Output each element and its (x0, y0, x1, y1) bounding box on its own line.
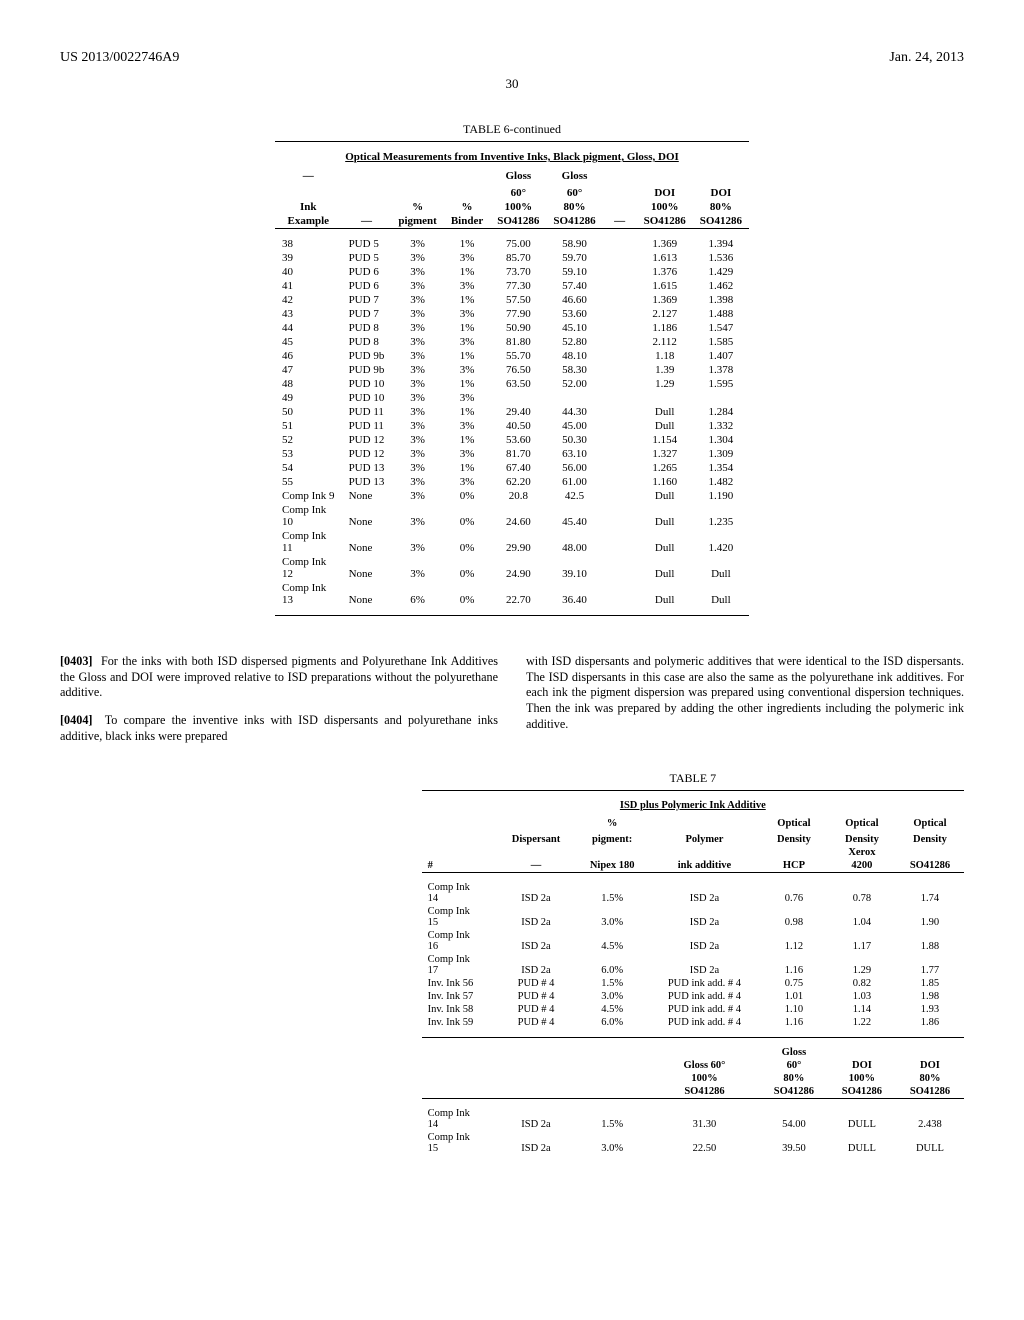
table-row: Comp Ink11None3%0%29.9048.00Dull1.420 (275, 529, 749, 555)
table6-container: TABLE 6-continued Optical Measurements f… (196, 122, 829, 616)
table-row: Comp Ink15ISD 2a3.0%22.5039.50DULLDULL (422, 1131, 964, 1155)
table-row: Comp Ink13None6%0%22.7036.40DullDull (275, 581, 749, 607)
doc-date: Jan. 24, 2013 (889, 50, 964, 66)
body-text: [0403] For the inks with both ISD disper… (60, 642, 964, 757)
para-0404-left: [0404] To compare the inventive inks wit… (60, 713, 498, 744)
table-row: 44PUD 83%1%50.9045.101.1861.547 (275, 321, 749, 335)
table-row: Comp Ink16ISD 2a4.5%ISD 2a1.121.171.88 (422, 929, 964, 953)
doc-number: US 2013/0022746A9 (60, 50, 179, 66)
table-row: 38PUD 53%1%75.0058.901.3691.394 (275, 237, 749, 251)
table-row: 54PUD 133%1%67.4056.001.2651.354 (275, 461, 749, 475)
table-row: 49PUD 103%3% (275, 391, 749, 405)
page-header: US 2013/0022746A9 Jan. 24, 2013 (60, 50, 964, 66)
table-row: 51PUD 113%3%40.5045.00Dull1.332 (275, 419, 749, 433)
table-row: Comp Ink15ISD 2a3.0%ISD 2a0.981.041.90 (422, 905, 964, 929)
table-row: 52PUD 123%1%53.6050.301.1541.304 (275, 433, 749, 447)
table-row: Comp Ink14ISD 2a1.5%ISD 2a0.760.781.74 (422, 881, 964, 905)
table-row: 43PUD 73%3%77.9053.602.1271.488 (275, 307, 749, 321)
table-row: Comp Ink14ISD 2a1.5%31.3054.00DULL2.438 (422, 1107, 964, 1131)
table7-subtitle: ISD plus Polymeric Ink Additive (422, 799, 964, 812)
table-row: 48PUD 103%1%63.5052.001.291.595 (275, 377, 749, 391)
table6-title: TABLE 6-continued (196, 122, 829, 137)
table-row: Comp Ink 9None3%0%20.842.5Dull1.190 (275, 489, 749, 503)
table-row: 40PUD 63%1%73.7059.101.3761.429 (275, 265, 749, 279)
table6: Optical Measurements from Inventive Inks… (275, 141, 749, 616)
table-row: 39PUD 53%3%85.7059.701.6131.536 (275, 251, 749, 265)
para-0404-right: with ISD dispersants and polymeric addit… (526, 654, 964, 732)
table7-title: TABLE 7 (422, 771, 964, 786)
page-number: 30 (60, 76, 964, 92)
table-row: 53PUD 123%3%81.7063.101.3271.309 (275, 447, 749, 461)
para-0403: [0403] For the inks with both ISD disper… (60, 654, 498, 701)
table7: ISD plus Polymeric Ink Additive % Optica… (422, 790, 964, 1155)
table-row: Comp Ink17ISD 2a6.0%ISD 2a1.161.291.77 (422, 953, 964, 977)
table-row: Inv. Ink 59PUD # 46.0%PUD ink add. # 41.… (422, 1016, 964, 1029)
table-row: 47PUD 9b3%3%76.5058.301.391.378 (275, 363, 749, 377)
table-row: Inv. Ink 57PUD # 43.0%PUD ink add. # 41.… (422, 990, 964, 1003)
table-row: 45PUD 83%3%81.8052.802.1121.585 (275, 335, 749, 349)
table-row: 41PUD 63%3%77.3057.401.6151.462 (275, 279, 749, 293)
table6-subtitle: Optical Measurements from Inventive Inks… (275, 150, 749, 164)
table-row: 55PUD 133%3%62.2061.001.1601.482 (275, 475, 749, 489)
table7-container: TABLE 7 ISD plus Polymeric Ink Additive … (422, 771, 964, 1155)
table-row: 50PUD 113%1%29.4044.30Dull1.284 (275, 405, 749, 419)
table-row: Inv. Ink 58PUD # 44.5%PUD ink add. # 41.… (422, 1003, 964, 1016)
table-row: Comp Ink10None3%0%24.6045.40Dull1.235 (275, 503, 749, 529)
table-row: 42PUD 73%1%57.5046.601.3691.398 (275, 293, 749, 307)
table-row: 46PUD 9b3%1%55.7048.101.181.407 (275, 349, 749, 363)
table-row: Comp Ink12None3%0%24.9039.10DullDull (275, 555, 749, 581)
table-row: Inv. Ink 56PUD # 41.5%PUD ink add. # 40.… (422, 977, 964, 990)
